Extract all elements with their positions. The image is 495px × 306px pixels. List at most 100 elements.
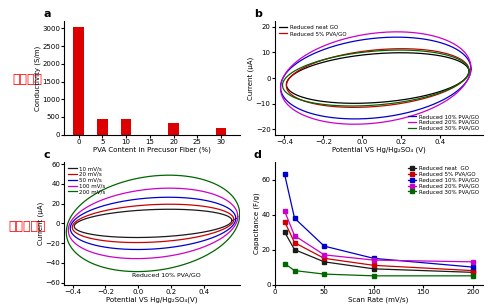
Reduced 30% PVA/GO (349, 104, 355, 108)
100 mV/s (235, 215, 241, 218)
20 mV/s (70, 223, 76, 227)
200 mV/s (135, 270, 141, 274)
Reduced 5% PVA/GO (350, 106, 356, 109)
Reduced 30% PVA/GO (297, 98, 302, 101)
Reduced 10% PVA/GO (352, 117, 358, 121)
Reduced 20% PVA/GO (468, 66, 474, 69)
Reduced 20% PVA/GO (394, 30, 400, 34)
Reduced 20% PVA/GO (321, 253, 327, 257)
50 mV/s (82, 240, 88, 244)
X-axis label: Potential VS Hg/Hg₂SO₄(V): Potential VS Hg/Hg₂SO₄(V) (106, 296, 198, 303)
20 mV/s (186, 237, 192, 240)
Line: Reduced neat GO: Reduced neat GO (287, 53, 469, 103)
Text: 电化学性能: 电化学性能 (8, 220, 46, 233)
Reduced 10% PVA/GO (371, 256, 377, 260)
Legend: 10 mV/s, 20 mV/s, 50 mV/s, 100 mV/s, 200 mV/s: 10 mV/s, 20 mV/s, 50 mV/s, 100 mV/s, 200… (67, 165, 107, 196)
10 mV/s (72, 223, 78, 227)
Text: d: d (254, 150, 262, 160)
X-axis label: PVA Content in Precusor Fiber (%): PVA Content in Precusor Fiber (%) (93, 146, 211, 153)
200 mV/s (189, 260, 195, 264)
50 mV/s (233, 217, 239, 220)
Reduced 30% PVA/GO (280, 80, 286, 84)
20 mV/s (70, 223, 76, 226)
Bar (73, 27, 84, 135)
100 mV/s (188, 249, 194, 253)
Reduced 30% PVA/GO (292, 269, 297, 272)
10 mV/s (133, 236, 139, 239)
20 mV/s (231, 218, 237, 221)
Reduced 20% PVA/GO (295, 110, 301, 114)
Reduced 20% PVA/GO (281, 98, 287, 102)
Reduced 10% PVA/GO (279, 79, 285, 83)
Reduced neat GO (466, 70, 472, 73)
Reduced neat  GO (321, 260, 327, 264)
Y-axis label: Conductivity (S/m): Conductivity (S/m) (34, 45, 41, 111)
Legend: Reduced neat  GO, Reduced 5% PVA/GO, Reduced 10% PVA/GO, Reduced 20% PVA/GO, Red: Reduced neat GO, Reduced 5% PVA/GO, Redu… (406, 165, 480, 196)
Line: Reduced 30% PVA/GO: Reduced 30% PVA/GO (283, 262, 475, 278)
Reduced neat GO (398, 51, 404, 54)
Reduced 20% PVA/GO (468, 66, 474, 69)
Reduced 10% PVA/GO (467, 72, 473, 76)
Reduced 5% PVA/GO (284, 80, 290, 84)
Reduced 20% PVA/GO (467, 72, 473, 75)
20 mV/s (72, 230, 78, 234)
X-axis label: Scan Rate (mV/s): Scan Rate (mV/s) (348, 296, 409, 303)
Reduced 10% PVA/GO (415, 108, 421, 111)
Reduced neat  GO (282, 230, 288, 234)
Reduced 5% PVA/GO (284, 81, 290, 84)
Bar (216, 128, 226, 135)
100 mV/s (68, 237, 74, 241)
Reduced neat GO (415, 95, 421, 99)
Line: Reduced neat  GO: Reduced neat GO (283, 230, 475, 274)
10 mV/s (229, 218, 235, 222)
Reduced 20% PVA/GO (282, 209, 288, 213)
Reduced 30% PVA/GO (321, 272, 327, 276)
Line: 20 mV/s: 20 mV/s (72, 204, 234, 243)
Line: 50 mV/s: 50 mV/s (70, 197, 236, 249)
Reduced 5% PVA/GO (466, 69, 472, 72)
Text: c: c (43, 150, 50, 160)
Reduced 20% PVA/GO (351, 122, 357, 126)
10 mV/s (228, 220, 234, 224)
100 mV/s (66, 223, 72, 227)
100 mV/s (134, 257, 140, 260)
100 mV/s (81, 247, 87, 251)
Reduced 5% PVA/GO (321, 256, 327, 260)
200 mV/s (166, 173, 172, 177)
Reduced 30% PVA/GO (470, 274, 476, 278)
Line: Reduced 10% PVA/GO: Reduced 10% PVA/GO (281, 37, 471, 119)
Reduced 20% PVA/GO (470, 260, 476, 264)
Line: 100 mV/s: 100 mV/s (68, 188, 238, 259)
200 mV/s (64, 223, 70, 227)
Reduced neat GO (287, 89, 293, 93)
50 mV/s (232, 220, 238, 224)
10 mV/s (74, 228, 80, 232)
Text: b: b (254, 9, 262, 19)
10 mV/s (229, 218, 235, 222)
Bar (97, 119, 107, 135)
X-axis label: Potential VS Hg/Hg₂SO₄ (V): Potential VS Hg/Hg₂SO₄ (V) (332, 146, 426, 153)
10 mV/s (185, 233, 191, 236)
Bar (121, 119, 131, 135)
Y-axis label: Capacitance (F/g): Capacitance (F/g) (253, 192, 260, 254)
Reduced 5% PVA/GO (465, 72, 471, 76)
Text: a: a (43, 9, 51, 19)
Reduced 5% PVA/GO (470, 269, 476, 272)
100 mV/s (234, 219, 240, 223)
200 mV/s (236, 219, 242, 222)
20 mV/s (231, 218, 237, 221)
Reduced neat  GO (292, 248, 297, 252)
Reduced neat GO (466, 70, 472, 73)
Line: Reduced 5% PVA/GO: Reduced 5% PVA/GO (283, 220, 475, 272)
100 mV/s (235, 215, 241, 218)
Reduced 5% PVA/GO (398, 47, 404, 50)
Reduced 30% PVA/GO (466, 69, 472, 73)
Reduced 10% PVA/GO (468, 67, 474, 71)
Reduced 10% PVA/GO (292, 216, 297, 220)
Text: Reduced 10% PVA/GO: Reduced 10% PVA/GO (132, 272, 200, 277)
20 mV/s (167, 202, 173, 206)
Reduced 10% PVA/GO (468, 67, 474, 71)
10 mV/s (166, 207, 172, 211)
20 mV/s (84, 236, 90, 239)
Reduced 5% PVA/GO (292, 241, 297, 244)
